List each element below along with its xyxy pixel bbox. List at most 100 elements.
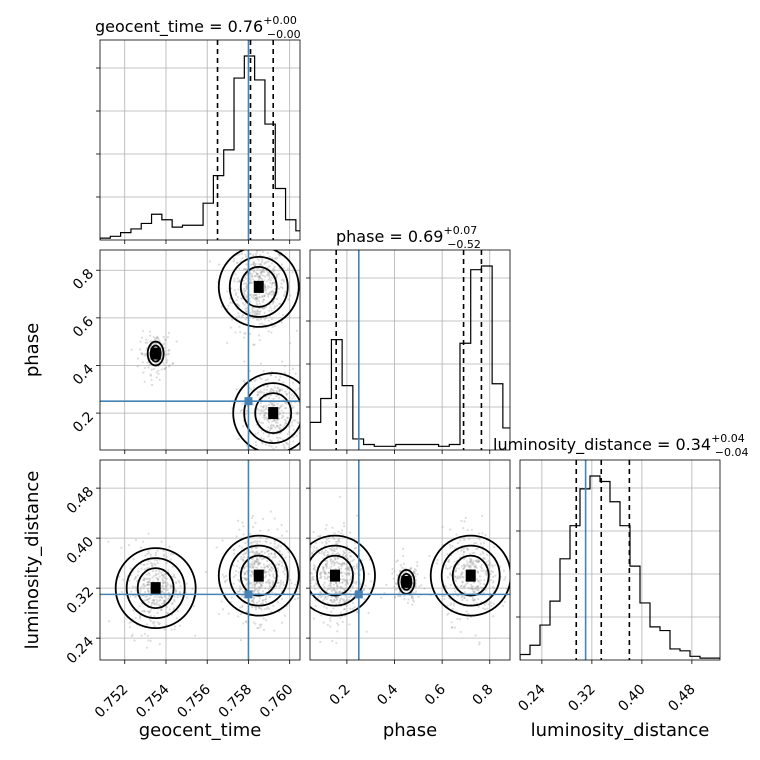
sample-point xyxy=(461,580,464,583)
sample-point xyxy=(242,268,245,271)
sample-point xyxy=(242,559,245,563)
sample-point xyxy=(271,402,274,405)
sample-point xyxy=(141,330,145,333)
sample-point xyxy=(314,568,317,572)
sample-point xyxy=(332,586,335,590)
sample-point xyxy=(143,576,146,579)
sample-point xyxy=(266,266,270,269)
sample-point xyxy=(136,357,139,360)
sample-point xyxy=(294,598,297,601)
sample-point xyxy=(289,294,292,297)
sample-point xyxy=(279,424,282,427)
sample-point xyxy=(162,582,165,585)
sample-point xyxy=(456,575,459,578)
sample-point xyxy=(266,581,269,584)
sample-point xyxy=(295,434,298,437)
sample-point xyxy=(255,271,258,274)
sample-point xyxy=(242,279,245,282)
sample-point xyxy=(347,574,350,577)
sample-point xyxy=(280,534,284,537)
sample-point xyxy=(343,525,346,528)
sample-point xyxy=(260,584,263,587)
sample-point xyxy=(268,568,271,571)
sample-point xyxy=(256,560,259,564)
sample-point xyxy=(275,446,278,449)
sample-point xyxy=(149,553,152,556)
sample-point xyxy=(273,552,276,556)
sample-point xyxy=(325,541,328,544)
sample-point xyxy=(280,388,284,391)
xtick-label: 0.24 xyxy=(515,681,548,714)
sample-point xyxy=(228,297,232,300)
sample-point xyxy=(141,352,144,356)
sample-point xyxy=(447,558,451,562)
sample-point xyxy=(157,603,160,606)
sample-point xyxy=(245,283,249,287)
sample-point xyxy=(147,532,150,535)
sample-point xyxy=(462,576,465,579)
sample-point xyxy=(305,528,307,530)
sample-point xyxy=(454,579,458,582)
sample-point xyxy=(284,419,288,422)
sample-point xyxy=(288,425,291,429)
xtick-label: 0.758 xyxy=(216,682,256,722)
sample-point xyxy=(397,594,400,598)
sample-point xyxy=(262,234,264,236)
sample-point xyxy=(151,564,154,567)
sample-point xyxy=(147,559,150,563)
sample-point xyxy=(224,579,227,583)
sample-point xyxy=(264,285,267,289)
sample-point xyxy=(256,431,260,434)
sample-point xyxy=(257,258,260,262)
sample-point xyxy=(347,582,350,585)
sample-point xyxy=(138,605,141,608)
sample-point xyxy=(245,564,248,568)
sample-point xyxy=(270,373,273,377)
sample-point xyxy=(323,554,326,557)
sample-point xyxy=(284,290,287,293)
sample-point xyxy=(276,567,279,570)
sample-point xyxy=(256,390,259,394)
sample-point xyxy=(416,561,419,564)
sample-point xyxy=(280,321,283,324)
sample-point xyxy=(149,561,152,564)
sample-point xyxy=(473,598,476,601)
sample-point xyxy=(490,564,493,567)
sample-point xyxy=(275,275,279,278)
sample-point xyxy=(255,300,258,303)
sample-point xyxy=(306,577,308,579)
sample-point xyxy=(288,424,291,427)
sample-point xyxy=(288,396,291,400)
axes-frame xyxy=(519,459,721,661)
sample-point xyxy=(328,587,331,590)
sample-point xyxy=(153,574,156,578)
sample-point xyxy=(465,610,468,613)
sample-point xyxy=(253,585,256,588)
sample-point xyxy=(241,521,244,524)
sample-point xyxy=(241,576,244,579)
sample-point xyxy=(342,599,345,602)
sample-point xyxy=(348,551,351,554)
sample-point xyxy=(217,263,220,266)
sample-point xyxy=(283,371,287,374)
sample-point xyxy=(342,533,345,536)
sample-point xyxy=(274,556,277,559)
sample-point xyxy=(264,571,268,574)
sample-point xyxy=(471,563,474,566)
sample-point xyxy=(134,616,137,619)
sample-point xyxy=(157,572,160,576)
sample-point xyxy=(294,372,297,375)
sample-point xyxy=(462,527,465,530)
sample-point xyxy=(287,443,290,446)
sample-point xyxy=(423,587,426,590)
sample-point xyxy=(346,565,349,568)
sample-point xyxy=(147,601,150,604)
sample-point xyxy=(146,567,149,570)
sample-point xyxy=(226,307,229,310)
sample-point xyxy=(285,422,288,425)
sample-point xyxy=(164,595,167,598)
sample-point xyxy=(166,611,169,615)
sample-point xyxy=(233,257,236,261)
sample-point xyxy=(166,353,169,356)
sample-point xyxy=(167,331,171,335)
